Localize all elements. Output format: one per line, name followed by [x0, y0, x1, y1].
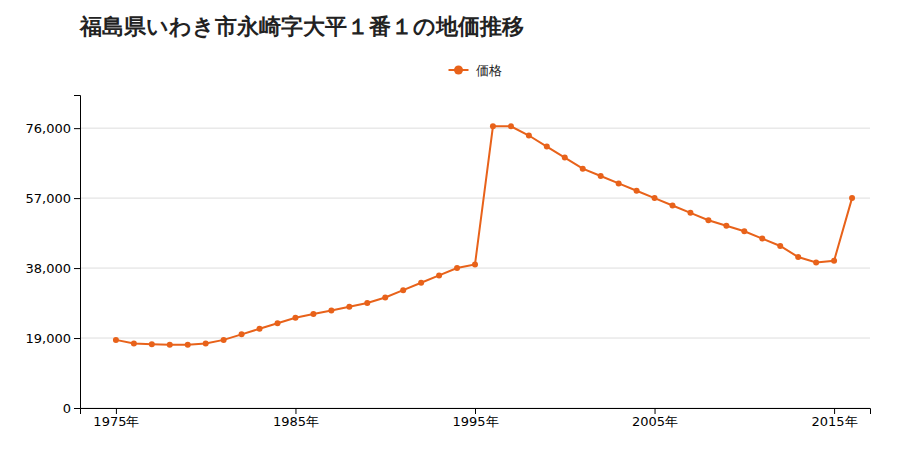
point	[508, 123, 514, 129]
grid-line	[80, 198, 870, 199]
point	[687, 210, 693, 216]
point	[831, 258, 837, 264]
grid-line	[80, 128, 870, 129]
tick-mark	[74, 268, 80, 269]
tick-label: 38,000	[26, 261, 72, 276]
tick: 1985年	[273, 408, 319, 429]
grid	[80, 128, 870, 408]
tick: 19,000	[26, 331, 81, 346]
grid-line	[80, 268, 870, 269]
tick-label: 57,000	[26, 191, 72, 206]
point	[167, 342, 173, 348]
point	[849, 195, 855, 201]
point	[346, 304, 352, 310]
tick: 1975年	[93, 408, 139, 429]
tick-label: 76,000	[26, 121, 72, 136]
tick-mark	[475, 408, 476, 414]
tick-mark	[655, 408, 656, 414]
point	[257, 326, 263, 332]
point	[634, 188, 640, 194]
tick-mark	[74, 128, 80, 129]
legend-swatch	[454, 66, 463, 75]
tick-mark	[74, 408, 80, 409]
tick: 38,000	[26, 261, 81, 276]
axis-line	[81, 409, 871, 415]
tick-label: 0	[63, 401, 71, 416]
axis-line	[74, 96, 81, 409]
point	[777, 243, 783, 249]
chart: 1975年 1985年 1995年 2005年 2015年 0 19,000 38,000 57…	[0, 0, 900, 450]
tick: 1995年	[452, 408, 498, 429]
title: 福島県いわき市永崎字大平１番１の地価推移	[79, 14, 524, 39]
tick-mark	[74, 338, 80, 339]
y-axis: 0 19,000 38,000 57,000 76,000	[26, 96, 81, 416]
point	[813, 260, 819, 266]
legend: 価格	[449, 63, 502, 78]
point	[544, 144, 550, 150]
point	[382, 295, 388, 301]
point	[741, 228, 747, 234]
tick-mark	[116, 408, 117, 414]
point	[203, 341, 209, 347]
tick-label: 2005年	[632, 414, 678, 429]
point	[472, 261, 478, 267]
tick-mark	[74, 198, 80, 199]
tick-label: 2015年	[812, 414, 858, 429]
plot-area: 1975年 1985年 1995年 2005年 2015年 0 19,000 38,000 57…	[26, 96, 871, 430]
legend-item: 価格	[449, 63, 502, 78]
point	[310, 311, 316, 317]
point	[275, 320, 281, 326]
point	[670, 202, 676, 208]
point	[239, 331, 245, 337]
tick: 2005年	[632, 408, 678, 429]
point	[221, 337, 227, 343]
point	[131, 341, 137, 347]
point	[185, 342, 191, 348]
point	[113, 337, 119, 343]
x-axis: 1975年 1985年 1995年 2005年 2015年	[81, 408, 871, 429]
tick-mark	[834, 408, 835, 414]
tick: 2015年	[812, 408, 858, 429]
point	[526, 133, 532, 139]
point	[328, 307, 334, 313]
grid-line	[80, 338, 870, 339]
point	[454, 265, 460, 271]
point	[400, 287, 406, 293]
point	[562, 155, 568, 161]
point	[490, 123, 496, 129]
marks	[113, 123, 855, 347]
tick-label: 1995年	[452, 414, 498, 429]
tick: 76,000	[26, 121, 81, 136]
legend-label: 価格	[476, 63, 502, 78]
point	[759, 236, 765, 242]
point	[364, 300, 370, 306]
point	[616, 180, 622, 186]
point	[652, 195, 658, 201]
tick-mark	[295, 408, 296, 414]
tick-label: 1985年	[273, 414, 319, 429]
point	[436, 272, 442, 278]
point	[598, 173, 604, 179]
line	[116, 126, 852, 344]
tick-label: 1975年	[93, 414, 139, 429]
point	[705, 217, 711, 223]
point	[418, 280, 424, 286]
tick: 0	[63, 401, 80, 416]
tick-label: 19,000	[26, 331, 72, 346]
point	[292, 315, 298, 321]
tick: 57,000	[26, 191, 81, 206]
point	[149, 341, 155, 347]
point	[795, 254, 801, 260]
point	[723, 223, 729, 229]
point	[580, 166, 586, 172]
